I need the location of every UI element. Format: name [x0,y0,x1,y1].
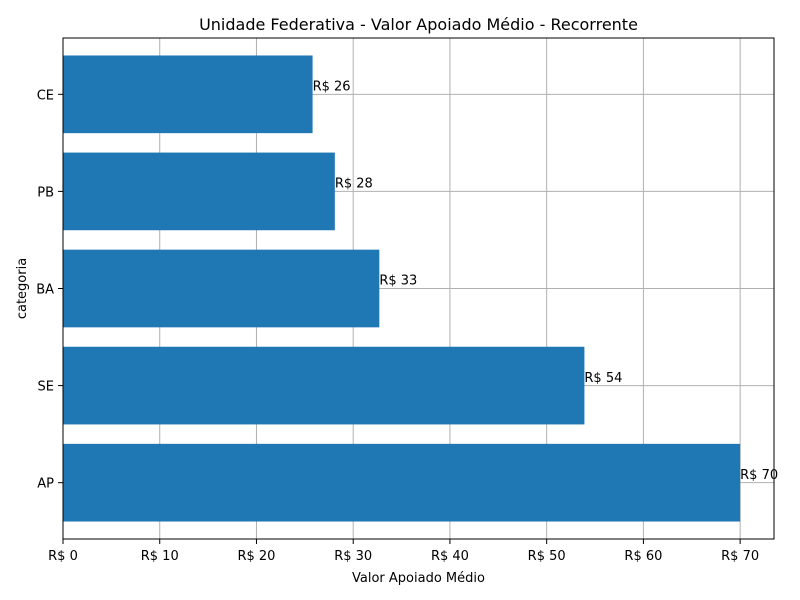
data-label-se: R$ 54 [584,371,622,386]
bar-pb [63,152,335,231]
chart-title: Unidade Federativa - Valor Apoiado Médio… [199,15,638,34]
x-tick-label: R$ 30 [334,549,372,564]
x-tick-label: R$ 50 [528,549,566,564]
y-axis: AP SE BA PB CE [36,88,63,492]
y-axis-label: categoria [15,258,30,319]
bar-ap [63,443,741,522]
x-tick-label: R$ 70 [721,549,759,564]
x-tick-label: R$ 10 [141,549,179,564]
x-axis-label: Valor Apoiado Médio [352,571,485,586]
y-tick-label-ce: CE [37,88,54,103]
x-tick-label: R$ 40 [431,549,469,564]
y-tick-label-ap: AP [37,477,54,492]
bar-se [63,346,585,425]
bar-ce [63,55,313,134]
data-label-ap: R$ 70 [740,468,778,483]
data-label-ba: R$ 33 [379,274,417,289]
x-tick-label: R$ 60 [624,549,662,564]
bar-ba [63,249,380,328]
x-tick-label: R$ 0 [48,549,78,564]
data-label-ce: R$ 26 [313,79,351,94]
x-tick-label: R$ 20 [237,549,275,564]
bars-layer [63,55,741,522]
y-tick-label-ba: BA [36,283,54,298]
y-tick-label-se: SE [38,380,54,395]
data-labels-layer: R$ 70 R$ 54 R$ 33 R$ 28 R$ 26 [313,79,779,482]
x-axis: R$ 0 R$ 10 R$ 20 R$ 30 R$ 40 R$ 50 R$ 60 R$ 70 [48,539,759,564]
y-tick-label-pb: PB [37,185,54,200]
data-label-pb: R$ 28 [335,177,373,192]
